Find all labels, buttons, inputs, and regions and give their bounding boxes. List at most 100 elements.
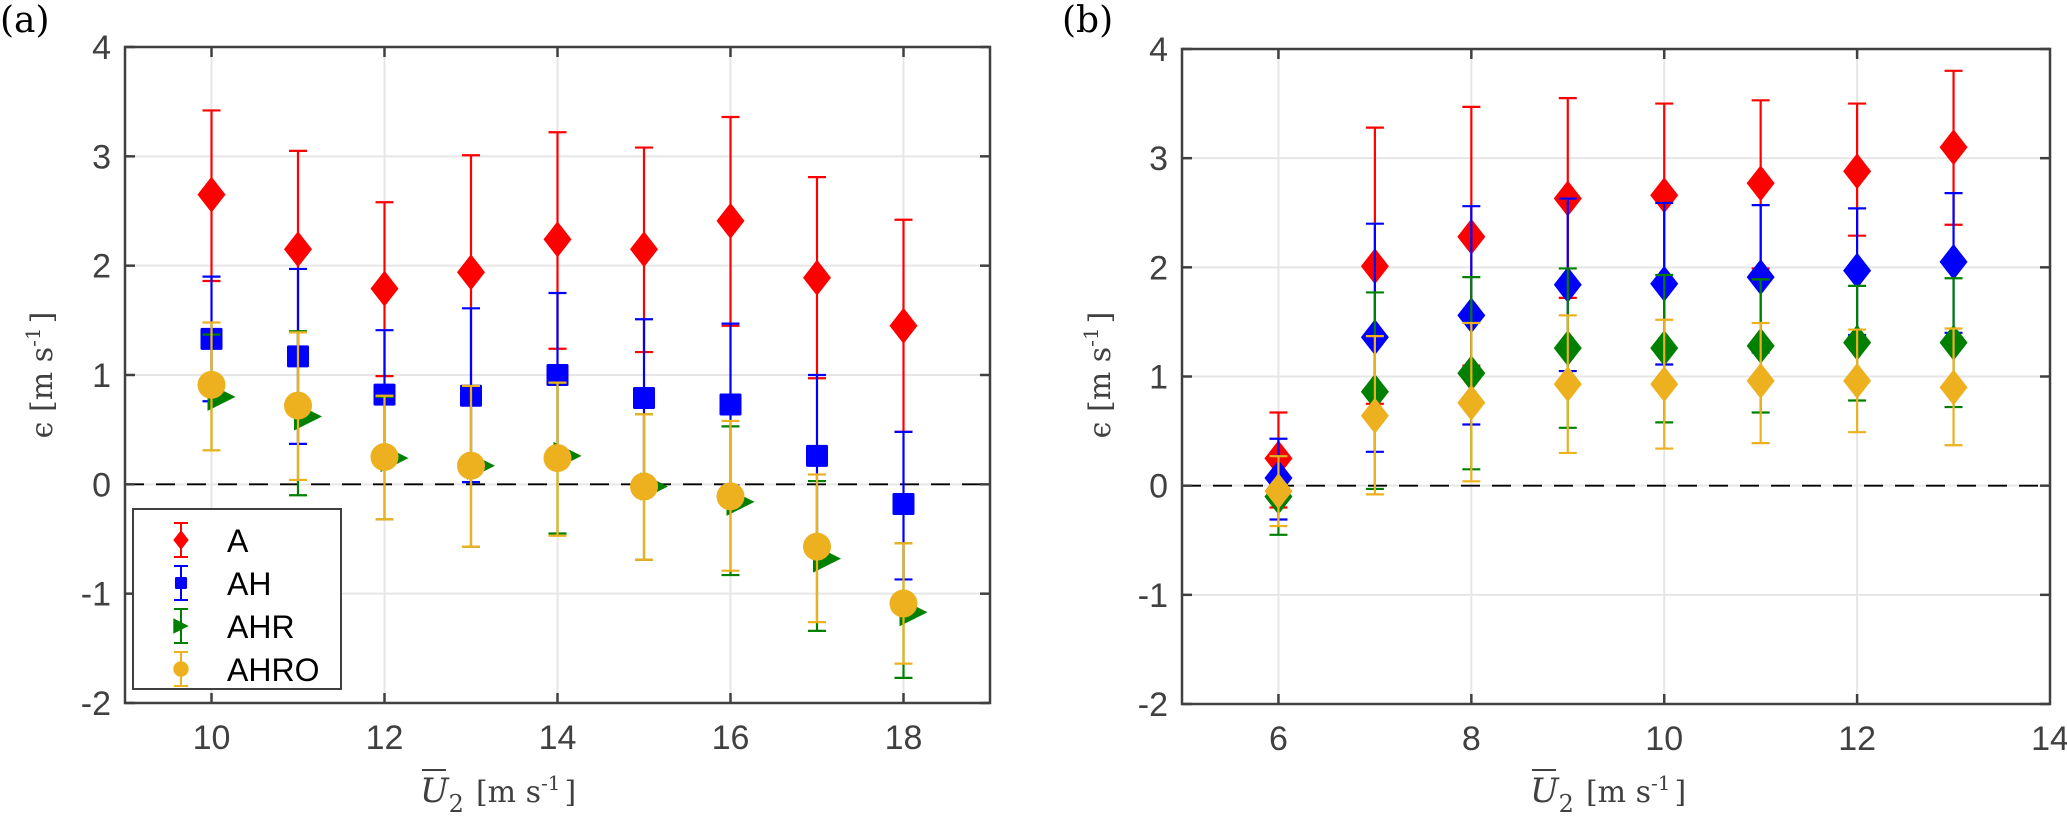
- y-axis-label-text: ϵ [m s-1]: [1079, 312, 1118, 439]
- data-point: [716, 202, 745, 239]
- data-point: [1746, 259, 1775, 296]
- legend: A AH AHR AHRO: [132, 508, 342, 690]
- y-tick-label: 0: [1149, 468, 1168, 506]
- x-tick-label: 18: [885, 719, 923, 757]
- y-axis-units-exp: -1: [21, 327, 45, 346]
- panel-label: (a): [0, 0, 50, 41]
- y-tick-label: 1: [1149, 359, 1168, 397]
- data-point: [1939, 243, 1968, 280]
- data-point: [889, 589, 918, 618]
- y-tick-label: 2: [92, 248, 111, 286]
- x-tick-label: 10: [193, 719, 231, 757]
- x-axis-units: [m s: [1586, 775, 1651, 810]
- data-point: [1553, 366, 1582, 403]
- legend-label: AH: [227, 566, 271, 602]
- data-point: [1843, 153, 1872, 190]
- legend-box: [132, 508, 342, 690]
- y-axis-units: [m s: [25, 347, 60, 412]
- data-point: [457, 451, 485, 480]
- y-tick-label: 3: [92, 138, 111, 176]
- data-point: [630, 231, 658, 268]
- legend-entry: A: [173, 522, 249, 559]
- data-point: [1939, 129, 1968, 166]
- x-tick-label: 14: [539, 719, 577, 757]
- x-axis-units-close: ]: [565, 775, 577, 810]
- data-point: [716, 482, 745, 511]
- y-axis-label-text: ϵ [m s-1]: [21, 312, 60, 439]
- data-point: [1457, 384, 1486, 421]
- x-axis-units-exp: -1: [541, 771, 560, 795]
- y-tick-label: -2: [81, 685, 111, 723]
- data-point: [633, 386, 655, 409]
- data-point: [284, 391, 312, 420]
- data-point: [1264, 473, 1293, 510]
- data-point: [370, 443, 399, 471]
- series-ahro: [197, 321, 918, 665]
- x-tick-label: 10: [1645, 720, 1683, 758]
- y-axis-label: ϵ [m s-1]: [1079, 312, 1118, 439]
- data-point: [543, 444, 572, 473]
- y-axis-units-close: ]: [25, 312, 60, 324]
- data-point: [1746, 362, 1775, 399]
- x-axis-units-exp: -1: [1651, 771, 1670, 795]
- data-point: [1746, 165, 1775, 202]
- legend-marker-icon: [173, 618, 189, 634]
- data-point: [630, 472, 658, 501]
- x-axis-subscript: 2: [449, 790, 464, 816]
- y-tick-label: 4: [1149, 31, 1168, 69]
- panel-label: (b): [1062, 0, 1113, 41]
- y-tick-label: 1: [92, 357, 111, 395]
- y-tick-label: 0: [92, 466, 111, 504]
- data-point: [197, 176, 226, 213]
- y-tick-label: -1: [1138, 577, 1168, 615]
- y-axis-units: [m s: [1083, 347, 1118, 412]
- x-axis-subscript: 2: [1559, 790, 1574, 816]
- legend-entry: AHRO: [173, 651, 319, 688]
- data-point: [1360, 397, 1389, 434]
- x-tick-label: 6: [1269, 720, 1288, 758]
- x-tick-label: 12: [1838, 720, 1876, 758]
- x-axis-units: [m s: [476, 775, 541, 810]
- legend-label: A: [227, 523, 249, 559]
- data-point: [546, 364, 569, 386]
- data-point: [284, 231, 312, 268]
- legend-label: AHR: [227, 609, 295, 645]
- y-tick-label: -2: [1138, 686, 1168, 724]
- legend-marker-icon: [174, 576, 188, 590]
- data-point: [457, 254, 485, 291]
- data-point: [889, 307, 918, 344]
- legend-label: AHRO: [227, 652, 319, 688]
- data-point: [803, 259, 831, 296]
- x-axis-symbol: U: [420, 771, 450, 811]
- data-point: [1843, 252, 1872, 289]
- y-tick-label: 3: [1149, 140, 1168, 178]
- y-axis-symbol: ϵ: [25, 412, 60, 438]
- x-axis-label: U2 [m s-1]: [1530, 771, 1686, 816]
- data-point: [370, 270, 399, 307]
- data-point: [719, 393, 742, 416]
- y-axis-units-close: ]: [1083, 312, 1118, 324]
- legend-marker-icon: [173, 661, 189, 677]
- x-axis-units-close: ]: [1675, 775, 1687, 810]
- y-axis-units-exp: -1: [1079, 327, 1103, 346]
- data-point: [543, 221, 572, 258]
- y-axis-label: ϵ [m s-1]: [21, 312, 60, 439]
- x-tick-label: 12: [366, 719, 404, 757]
- data-point: [1650, 177, 1679, 214]
- y-axis-symbol: ϵ: [1083, 412, 1118, 438]
- data-point: [1650, 366, 1679, 403]
- data-point: [1843, 362, 1872, 399]
- data-point: [892, 493, 915, 516]
- series-ahro: [1264, 314, 1968, 528]
- legend-entry: AH: [174, 565, 271, 602]
- legend-entry: AHR: [173, 608, 295, 645]
- x-tick-label: 14: [2031, 720, 2067, 758]
- x-axis-label: U2 [m s-1]: [420, 771, 576, 816]
- y-tick-label: 4: [92, 29, 111, 67]
- data-point: [806, 444, 828, 467]
- data-point: [1939, 369, 1968, 406]
- data-point: [803, 532, 831, 561]
